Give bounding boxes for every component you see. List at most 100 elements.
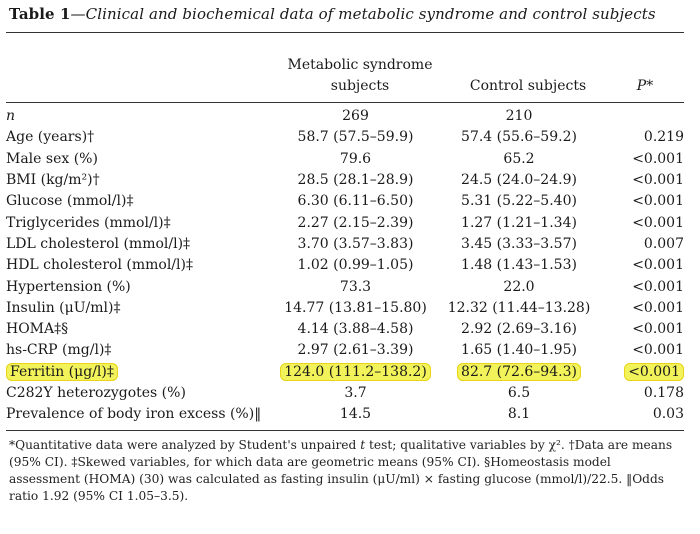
metabolic-syndrome-value-text: 2.27 (2.15–2.39): [297, 214, 414, 231]
table-row: n 269 210: [6, 106, 684, 127]
table-row: Prevalence of body iron excess (%)‖ 14.5 8…: [6, 404, 684, 425]
row-label: Glucose (mmol/l)‡: [6, 191, 271, 212]
metabolic-syndrome-value-text: 3.7: [344, 385, 367, 401]
p-value: <0.001: [598, 170, 684, 191]
row-label-text: HOMA‡§: [6, 321, 69, 338]
row-label: Hypertension (%): [6, 276, 271, 297]
control-value: 3.45 (3.33–3.57): [440, 234, 598, 255]
metabolic-syndrome-value-text: 79.6: [339, 150, 372, 167]
row-label: Age (years)†: [6, 127, 271, 148]
metabolic-syndrome-value: 269: [271, 106, 440, 127]
table-row: BMI (kg/m²)† 28.5 (28.1–28.9) 24.5 (24.0–2…: [6, 170, 684, 191]
metabolic-syndrome-value-text: 269: [342, 108, 369, 125]
p-value-text: 0.178: [643, 385, 684, 401]
p-value: <0.001: [598, 212, 684, 233]
footnote-text: test; qualitative variables by χ². †Data…: [9, 438, 673, 503]
p-value: <0.001: [598, 149, 684, 170]
metabolic-syndrome-value: 124.0 (111.2–138.2): [271, 362, 440, 383]
table-row: C282Y heterozygotes (%) 3.7 6.5 0.178: [6, 383, 684, 404]
metabolic-syndrome-value: 14.77 (13.81–15.80): [271, 298, 440, 319]
control-value-text: 210: [505, 108, 533, 125]
p-value: <0.001: [598, 362, 684, 383]
row-label: Ferritin (μg/l)‡: [6, 362, 271, 383]
row-label: hs-CRP (mg/l)‡: [6, 340, 271, 361]
table-row: hs-CRP (mg/l)‡ 2.97 (2.61–3.39) 1.65 (1.40…: [6, 340, 684, 361]
top-rule: [6, 32, 684, 33]
control-value-text: 24.5 (24.0–24.9): [461, 172, 577, 189]
p-value-text: <0.001: [632, 214, 684, 231]
header-rule: [6, 102, 684, 103]
table-row: Glucose (mmol/l)‡ 6.30 (6.11–6.50) 5.31 (5…: [6, 191, 684, 212]
metabolic-syndrome-value: 3.7: [271, 383, 440, 404]
control-value-text: 8.1: [507, 406, 531, 423]
row-label-text: HDL cholesterol (mmol/l)‡: [6, 257, 193, 274]
control-value-text: 82.7 (72.6–94.3): [457, 362, 581, 381]
p-value-text: <0.001: [632, 342, 684, 359]
control-value: 210: [440, 106, 598, 127]
row-label-text: Ferritin (μg/l)‡: [6, 362, 118, 381]
footnote-text: *Quantitative data were analyzed by Stud…: [9, 438, 361, 452]
row-label-text: Age (years)†: [6, 129, 95, 146]
row-label: Insulin (μU/ml)‡: [6, 298, 271, 319]
p-value: 0.03: [598, 404, 684, 425]
row-label: HOMA‡§: [6, 319, 271, 340]
row-label: Prevalence of body iron excess (%)‖: [6, 404, 271, 425]
data-table: n 269 210 Age (years)† 58.7 (57.5–59.9) 57.4 …: [6, 106, 684, 425]
table-row: Insulin (μU/ml)‡ 14.77 (13.81–15.80) 12.32…: [6, 298, 684, 319]
bottom-rule: [6, 430, 684, 431]
metabolic-syndrome-value: 73.3: [271, 276, 440, 297]
p-value: <0.001: [598, 276, 684, 297]
row-label-text: C282Y heterozygotes (%): [6, 385, 186, 401]
table-row: Triglycerides (mmol/l)‡ 2.27 (2.15–2.39) 1…: [6, 212, 684, 233]
p-value-text: <0.001: [632, 321, 684, 338]
p-value-text: <0.001: [624, 362, 684, 381]
p-value: <0.001: [598, 298, 684, 319]
row-label-text: LDL cholesterol (mmol/l)‡: [6, 235, 191, 252]
control-value: 6.5: [440, 383, 598, 404]
column-header-control: Control subjects: [469, 78, 587, 94]
p-value: 0.007: [598, 234, 684, 255]
row-label: Triglycerides (mmol/l)‡: [6, 212, 271, 233]
metabolic-syndrome-value: 1.02 (0.99–1.05): [271, 255, 440, 276]
table-number: Table 1: [9, 5, 71, 23]
metabolic-syndrome-value-text: 14.5: [339, 406, 372, 423]
p-value: <0.001: [598, 255, 684, 276]
metabolic-syndrome-value: 4.14 (3.88–4.58): [271, 319, 440, 340]
control-value-text: 3.45 (3.33–3.57): [461, 235, 577, 252]
control-value-text: 5.31 (5.22–5.40): [461, 193, 577, 210]
metabolic-syndrome-value-text: 2.97 (2.61–3.39): [297, 342, 414, 359]
control-value-text: 57.4 (55.6–59.2): [461, 129, 577, 146]
metabolic-syndrome-value-text: 4.14 (3.88–4.58): [297, 321, 414, 338]
control-value: 5.31 (5.22–5.40): [440, 191, 598, 212]
p-value: 0.219: [598, 127, 684, 148]
metabolic-syndrome-value: 2.97 (2.61–3.39): [271, 340, 440, 361]
control-value-text: 1.48 (1.43–1.53): [461, 257, 577, 274]
column-header-metabolic-syndrome: Metabolic syndrome subjects: [278, 55, 442, 97]
p-value-text: <0.001: [632, 278, 684, 295]
table-row: Male sex (%) 79.6 65.2 <0.001: [6, 149, 684, 170]
control-value: 82.7 (72.6–94.3): [440, 362, 598, 383]
p-value: <0.001: [598, 340, 684, 361]
metabolic-syndrome-value: 2.27 (2.15–2.39): [271, 212, 440, 233]
p-value: <0.001: [598, 191, 684, 212]
control-value: 8.1: [440, 404, 598, 425]
metabolic-syndrome-value: 14.5: [271, 404, 440, 425]
row-label: HDL cholesterol (mmol/l)‡: [6, 255, 271, 276]
p-value-text: <0.001: [632, 172, 684, 189]
metabolic-syndrome-value: 58.7 (57.5–59.9): [271, 127, 440, 148]
column-header-p: P*: [636, 78, 654, 94]
row-label: LDL cholesterol (mmol/l)‡: [6, 234, 271, 255]
metabolic-syndrome-value-text: 124.0 (111.2–138.2): [280, 362, 431, 381]
control-value-text: 6.5: [507, 385, 531, 401]
footnote-t: t: [360, 438, 366, 452]
control-value: 22.0: [440, 276, 598, 297]
control-value: 1.65 (1.40–1.95): [440, 340, 598, 361]
metabolic-syndrome-value-text: 58.7 (57.5–59.9): [297, 129, 414, 146]
table-row: HDL cholesterol (mmol/l)‡ 1.02 (0.99–1.05…: [6, 255, 684, 276]
control-value-text: 22.0: [503, 278, 535, 295]
control-value: 1.48 (1.43–1.53): [440, 255, 598, 276]
metabolic-syndrome-value-text: 1.02 (0.99–1.05): [297, 257, 414, 274]
row-label-text: Insulin (μU/ml)‡: [6, 299, 121, 316]
metabolic-syndrome-value: 3.70 (3.57–3.83): [271, 234, 440, 255]
table-row: Hypertension (%) 73.3 22.0 <0.001: [6, 276, 684, 297]
